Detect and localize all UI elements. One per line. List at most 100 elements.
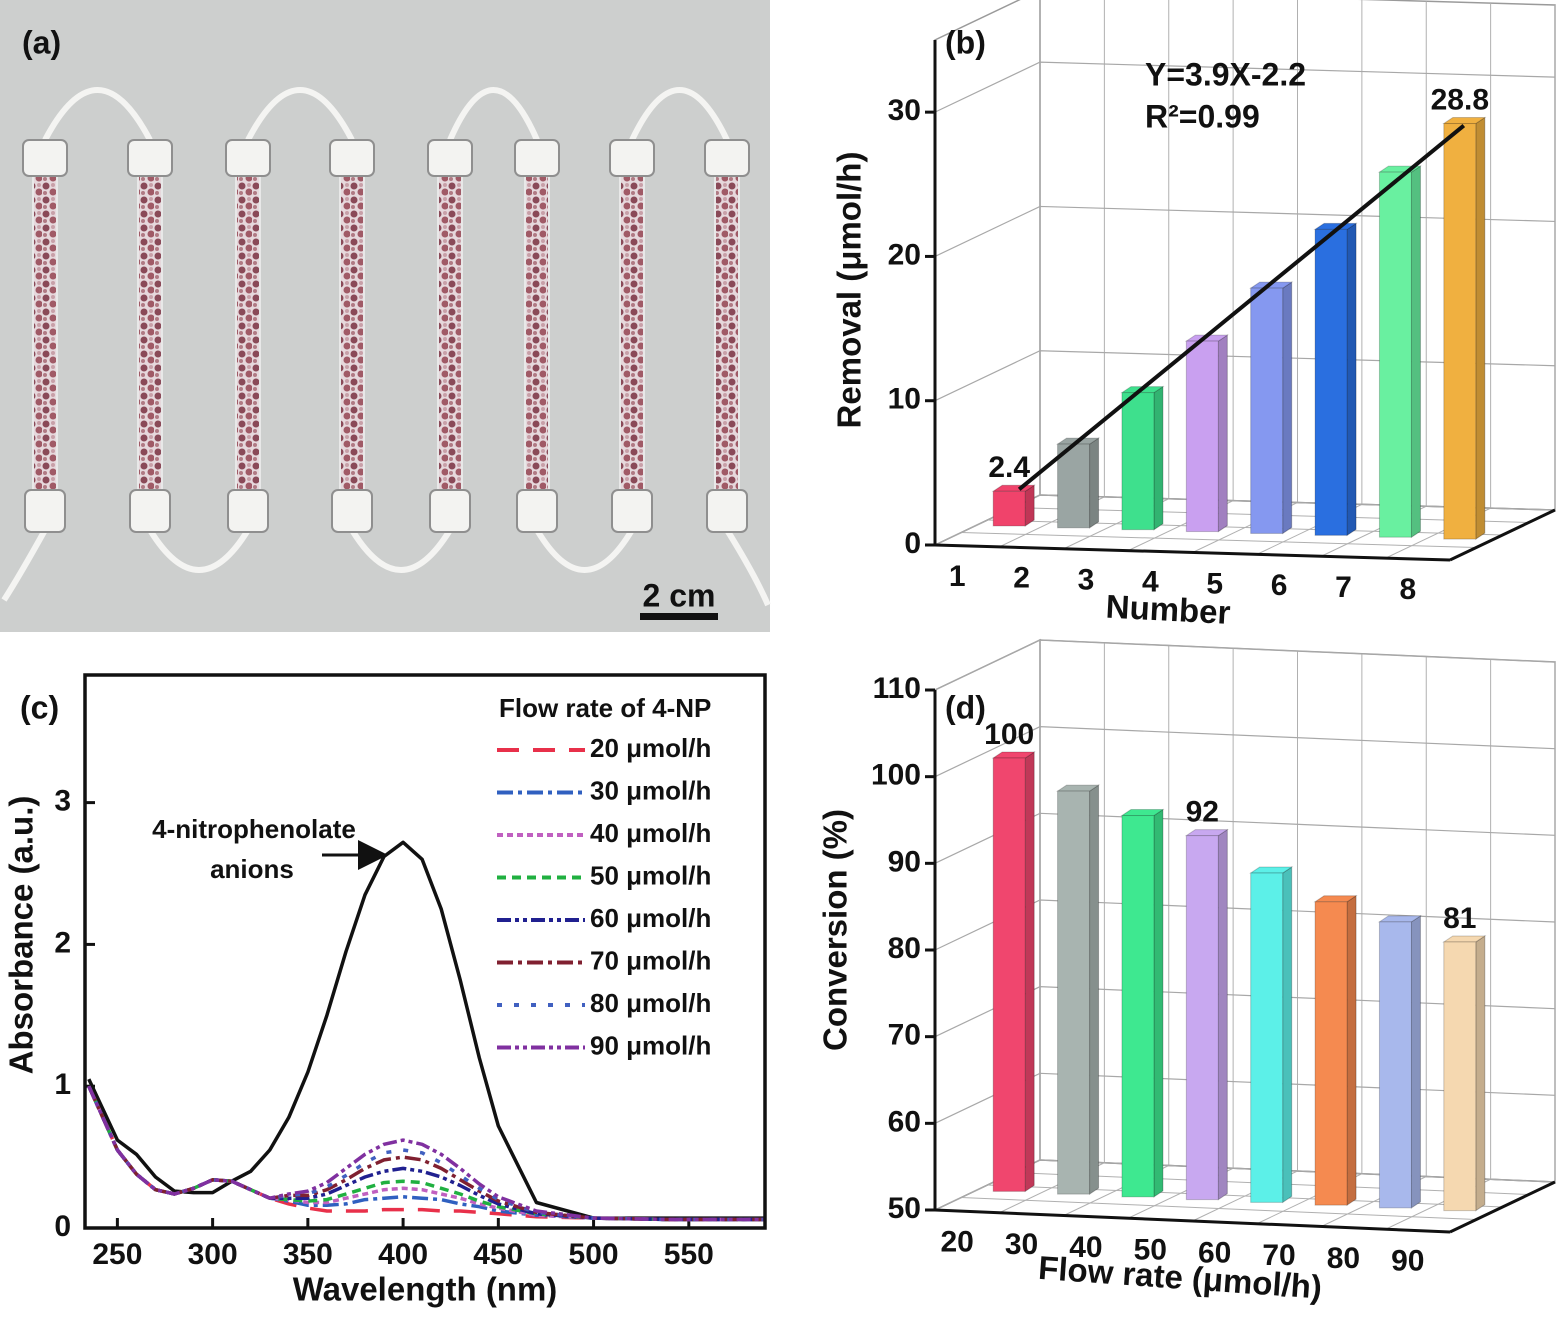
series-line (87, 1085, 765, 1222)
x-tick-label: 60 (1198, 1236, 1231, 1269)
bar (1121, 815, 1155, 1198)
y-tick-label: 100 (871, 759, 921, 792)
x-axis (934, 543, 1451, 562)
y-tick-label: 3 (54, 785, 71, 818)
y-tick-label: 30 (888, 94, 921, 127)
x-tick-label: 400 (378, 1238, 428, 1271)
x-tick-label: 3 (1078, 564, 1095, 597)
bar-side (1410, 165, 1421, 539)
legend-label: 90 μmol/h (590, 1030, 711, 1060)
bar (1185, 835, 1219, 1201)
tube-body (619, 171, 645, 495)
x-tick-label: 6 (1271, 569, 1288, 602)
y-axis-title: Absorbance (a.u.) (3, 796, 40, 1075)
y-tick-label: 50 (888, 1192, 921, 1225)
fit-r2: R²=0.99 (1145, 98, 1260, 134)
fit-line (1017, 123, 1466, 491)
legend-label: 50 μmol/h (590, 860, 711, 890)
x-tick-label: 1 (949, 560, 966, 593)
x-tick-label: 350 (283, 1238, 333, 1271)
bar-side (1346, 222, 1357, 537)
tube-body (339, 171, 365, 495)
bar (1057, 443, 1091, 529)
x-tick-label: 30 (1005, 1228, 1038, 1261)
tube-cap (22, 139, 68, 177)
tube-body (714, 171, 740, 495)
tube-body (32, 171, 58, 495)
fit-equation: Y=3.9X-2.2 (1145, 56, 1306, 92)
bar (1314, 901, 1348, 1206)
bar (992, 757, 1026, 1192)
bar (1185, 340, 1219, 533)
x-tick-label: 7 (1335, 571, 1352, 604)
series-line (87, 1085, 765, 1222)
panel-label: (b) (945, 24, 986, 60)
tube-body (524, 171, 550, 495)
tube-cap (429, 489, 471, 533)
x-tick-label: 2 (1013, 562, 1030, 595)
y-axis-title: Removal (μmol/h) (831, 152, 868, 429)
bar-side (1153, 808, 1164, 1198)
floor-grid (961, 532, 1477, 548)
y-tick-label: 90 (888, 845, 921, 878)
tubing (1, 528, 48, 602)
x-tick-label: 70 (1262, 1239, 1295, 1272)
bar-side (1475, 116, 1486, 540)
legend-label: 70 μmol/h (590, 945, 711, 975)
bar (1443, 123, 1477, 540)
x-tick-label: 20 (941, 1225, 974, 1258)
bar-side (1346, 894, 1357, 1207)
grid-line (934, 812, 1556, 864)
legend-label: 40 μmol/h (590, 818, 711, 848)
bar (1378, 171, 1412, 538)
tubing (42, 87, 153, 142)
tubing (447, 87, 540, 142)
tube-cap (127, 139, 173, 177)
tube-cap (329, 139, 375, 177)
grid-line (934, 899, 1556, 951)
plot-frame (83, 673, 767, 1230)
x-tick-label: 50 (1134, 1234, 1167, 1267)
panel-label: (d) (945, 689, 986, 725)
y-tick-label: 1 (54, 1068, 71, 1101)
value-label: 100 (984, 718, 1034, 751)
tube-cap (225, 139, 271, 177)
tubing (147, 528, 251, 573)
x-axis (1449, 1180, 1556, 1234)
series-line (87, 1085, 765, 1222)
value-label: 2.4 (988, 451, 1030, 484)
value-label: 92 (1186, 796, 1219, 829)
tube-body (137, 171, 163, 495)
grid-line (934, 639, 1556, 691)
tube-body (235, 171, 261, 495)
x-tick-label: 90 (1391, 1245, 1424, 1278)
y-tick-label: 2 (54, 926, 71, 959)
x-tick-label: 250 (92, 1238, 142, 1271)
x-tick-label: 8 (1399, 573, 1416, 606)
tube-cap (514, 139, 560, 177)
y-tick-label: 0 (904, 527, 921, 560)
value-label: 28.8 (1431, 83, 1489, 116)
grid-line (934, 726, 1556, 778)
x-tick-label: 4 (1142, 565, 1159, 598)
bar-side (1217, 828, 1228, 1201)
tubing (724, 528, 771, 607)
bar (1057, 790, 1091, 1195)
bar (1378, 921, 1412, 1209)
y-tick-label: 0 (54, 1210, 71, 1243)
tube-cap (427, 139, 473, 177)
tube-cap (24, 489, 66, 533)
bar (1443, 941, 1477, 1212)
bar-side (1089, 437, 1100, 529)
bar (992, 490, 1026, 527)
scale-bar-label: 2 cm (643, 577, 716, 613)
bar (1250, 872, 1284, 1203)
tube-cap (704, 139, 750, 177)
bar-side (1217, 334, 1228, 533)
floor-grid (961, 1197, 1477, 1220)
x-tick-label: 450 (473, 1238, 523, 1271)
bar-side (1024, 751, 1035, 1193)
bar-side (1153, 385, 1164, 531)
x-tick-label: 80 (1327, 1242, 1360, 1275)
